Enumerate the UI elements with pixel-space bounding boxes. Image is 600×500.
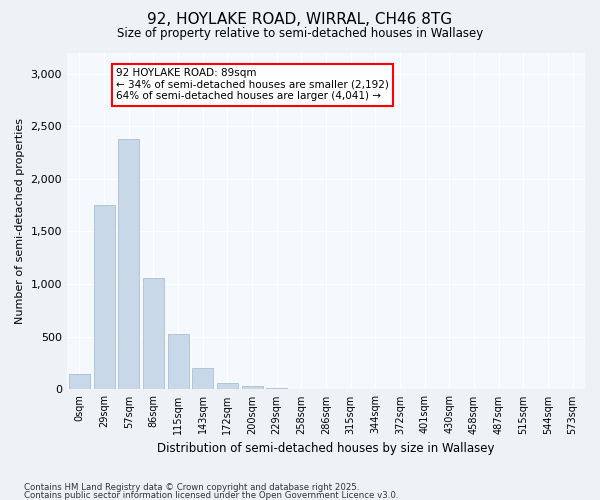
Y-axis label: Number of semi-detached properties: Number of semi-detached properties — [15, 118, 25, 324]
Bar — [143, 278, 164, 390]
Bar — [242, 386, 263, 390]
Text: 92, HOYLAKE ROAD, WIRRAL, CH46 8TG: 92, HOYLAKE ROAD, WIRRAL, CH46 8TG — [148, 12, 452, 28]
Text: Contains public sector information licensed under the Open Government Licence v3: Contains public sector information licen… — [24, 490, 398, 500]
Text: Size of property relative to semi-detached houses in Wallasey: Size of property relative to semi-detach… — [117, 28, 483, 40]
Text: 92 HOYLAKE ROAD: 89sqm
← 34% of semi-detached houses are smaller (2,192)
64% of : 92 HOYLAKE ROAD: 89sqm ← 34% of semi-det… — [116, 68, 389, 102]
Bar — [167, 334, 188, 390]
X-axis label: Distribution of semi-detached houses by size in Wallasey: Distribution of semi-detached houses by … — [157, 442, 495, 455]
Bar — [118, 139, 139, 390]
Bar — [266, 388, 287, 390]
Text: Contains HM Land Registry data © Crown copyright and database right 2025.: Contains HM Land Registry data © Crown c… — [24, 484, 359, 492]
Bar — [291, 389, 312, 390]
Bar — [192, 368, 213, 390]
Bar — [94, 205, 115, 390]
Bar — [69, 374, 90, 390]
Bar — [217, 383, 238, 390]
